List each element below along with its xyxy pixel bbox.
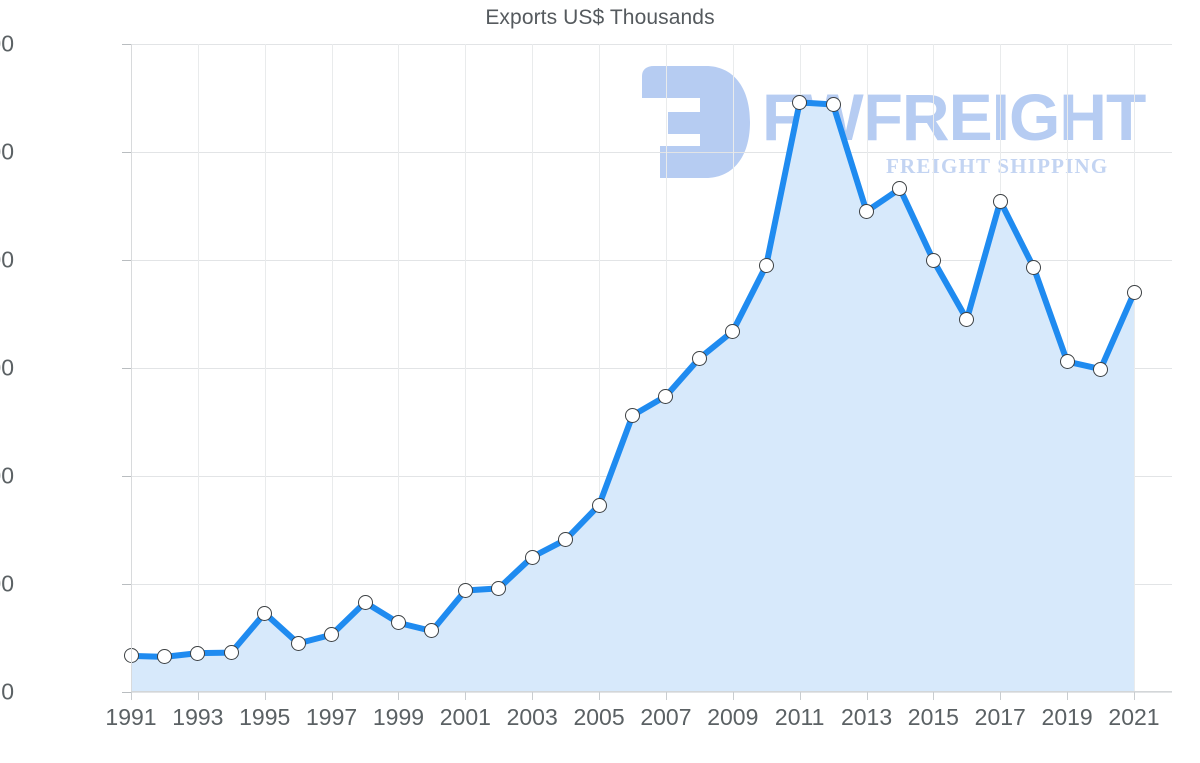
x-axis-line — [131, 691, 1172, 692]
plot-area — [123, 44, 1172, 693]
data-point-marker[interactable] — [892, 181, 908, 197]
data-point-marker[interactable] — [156, 649, 172, 665]
data-point-marker[interactable] — [1026, 260, 1042, 276]
data-point-marker[interactable] — [992, 193, 1008, 209]
y-axis-tick-mark — [122, 368, 131, 369]
gridline-v — [532, 44, 534, 692]
x-axis-tick-mark — [599, 692, 601, 700]
data-point-marker[interactable] — [1059, 354, 1075, 370]
x-axis-tick-label: 2011 — [774, 704, 825, 730]
x-axis-tick-mark — [866, 692, 868, 700]
x-axis-tick-mark — [1134, 692, 1135, 700]
x-axis-tick-mark — [799, 692, 801, 700]
x-axis-tick-mark — [465, 692, 467, 700]
data-point-marker[interactable] — [357, 594, 373, 610]
y-axis-tick-label: 2 000 000 — [0, 462, 14, 489]
data-point-marker[interactable] — [959, 311, 975, 327]
x-axis-tick-label: 1997 — [306, 704, 358, 730]
data-point-marker[interactable] — [223, 645, 239, 661]
x-axis-tick-label: 2005 — [573, 704, 625, 730]
gridline-v — [331, 44, 333, 692]
y-axis-tick-mark — [122, 260, 131, 261]
y-axis-tick-label: 5 000 000 — [0, 138, 14, 165]
y-axis-tick-mark — [122, 692, 131, 693]
chart-title: Exports US$ Thousands — [485, 6, 715, 29]
data-point-marker[interactable] — [457, 582, 473, 598]
x-axis-tick-label: 2001 — [439, 704, 491, 730]
x-axis-tick-label: 2013 — [840, 704, 893, 730]
x-axis-tick-label: 1995 — [239, 704, 291, 730]
x-axis-tick-label: 2009 — [707, 704, 759, 730]
gridline-h — [131, 260, 1172, 261]
gridline-v — [665, 44, 667, 692]
y-axis-tick-label: 3 000 000 — [0, 354, 14, 381]
gridline-v — [465, 44, 467, 692]
gridline-v — [599, 44, 601, 692]
gridline-h — [131, 368, 1172, 369]
gridline-h — [131, 44, 1172, 45]
data-point-marker[interactable] — [825, 96, 841, 112]
y-axis-tick-label: 6 000 000 — [0, 30, 14, 57]
x-axis-tick-mark — [732, 692, 734, 700]
x-axis-tick-label: 2021 — [1108, 704, 1160, 730]
x-axis-tick-label: 2017 — [974, 704, 1026, 730]
gridline-h — [131, 152, 1172, 153]
x-axis-tick-mark — [264, 692, 266, 700]
x-axis-tick-label: 1993 — [172, 704, 224, 730]
x-axis-tick-label: 2003 — [506, 704, 558, 730]
data-point-marker[interactable] — [424, 623, 440, 639]
y-axis-tick-mark — [122, 152, 131, 153]
y-axis-tick-mark — [122, 44, 131, 45]
x-axis-tick-label: 2015 — [907, 704, 959, 730]
data-point-marker[interactable] — [558, 532, 574, 548]
x-axis-tick-mark — [331, 692, 333, 700]
x-axis-tick-mark — [933, 692, 935, 700]
x-axis-tick-mark — [1000, 692, 1002, 700]
y-axis-tick-mark — [122, 584, 131, 585]
data-point-marker[interactable] — [925, 253, 941, 269]
x-axis-tick-mark — [398, 692, 400, 700]
x-axis-tick-mark — [131, 692, 132, 700]
gridline-v — [264, 44, 266, 692]
gridline-v — [398, 44, 400, 692]
data-point-marker[interactable] — [625, 408, 640, 424]
data-point-marker[interactable] — [792, 94, 808, 110]
gridline-v — [1134, 44, 1135, 692]
data-point-marker[interactable] — [290, 635, 306, 651]
y-axis-tick-mark — [122, 476, 131, 477]
gridline-v — [197, 44, 199, 692]
x-axis-tick-mark — [197, 692, 199, 700]
data-point-marker[interactable] — [758, 257, 774, 273]
data-point-marker[interactable] — [390, 615, 406, 631]
data-point-marker[interactable] — [324, 627, 340, 643]
x-axis-tick-label: 1991 — [105, 704, 157, 730]
y-axis-line — [131, 44, 132, 692]
y-axis-tick-label: 4 000 000 — [0, 246, 14, 273]
y-axis-tick-label: 1 000 000 — [0, 570, 14, 597]
data-point-marker[interactable] — [658, 388, 674, 404]
data-point-marker[interactable] — [491, 580, 507, 596]
x-axis-tick-mark — [532, 692, 534, 700]
gridline-h — [131, 692, 1172, 693]
data-point-marker[interactable] — [691, 350, 707, 366]
exports-series — [131, 99, 1137, 692]
data-point-marker[interactable] — [190, 645, 206, 661]
data-point-marker[interactable] — [1126, 285, 1142, 301]
data-point-marker[interactable] — [524, 549, 540, 565]
data-point-marker[interactable] — [1093, 361, 1109, 377]
data-point-marker[interactable] — [257, 605, 273, 621]
data-point-marker[interactable] — [725, 323, 741, 339]
x-axis-tick-label: 2019 — [1041, 704, 1093, 730]
area-fill — [131, 102, 1134, 692]
x-axis-tick-mark — [665, 692, 667, 700]
x-axis-tick-mark — [1067, 692, 1069, 700]
y-axis-tick-label: 0 — [1, 678, 14, 705]
data-point-marker[interactable] — [859, 203, 875, 219]
data-point-marker[interactable] — [591, 497, 607, 513]
x-axis-tick-label: 2007 — [640, 704, 692, 730]
x-axis-tick-label: 1999 — [372, 704, 425, 730]
